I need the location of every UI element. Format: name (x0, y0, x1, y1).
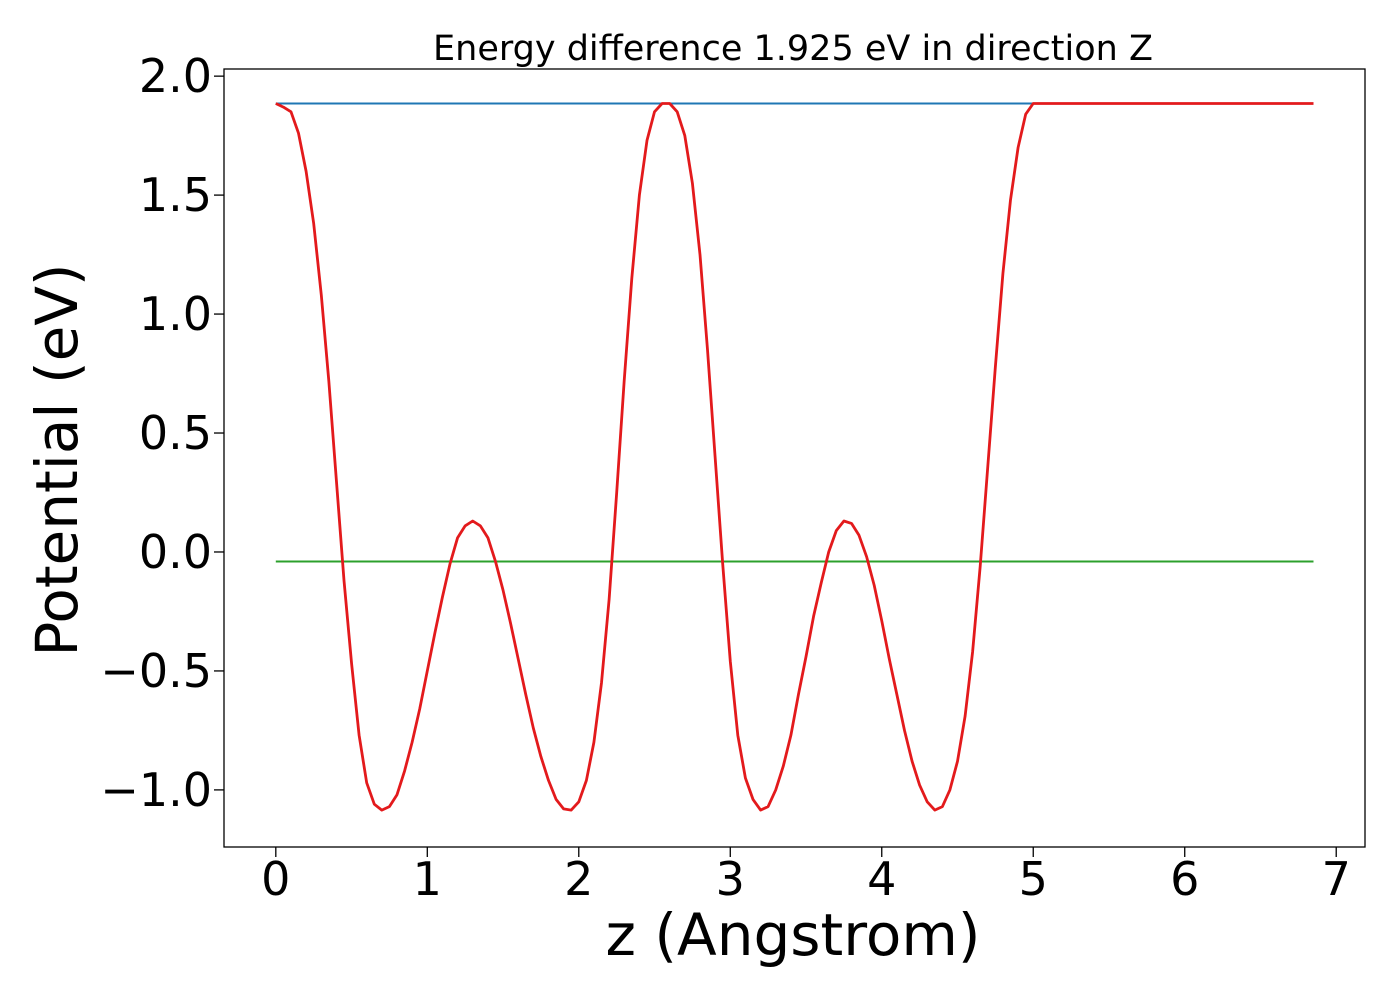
x-tick-label: 5 (1019, 852, 1048, 906)
x-axis-ticks: 0 1 2 3 4 5 6 7 (261, 847, 1351, 906)
y-tick-label: −1.0 (100, 763, 212, 817)
y-tick-label: 0.5 (139, 406, 212, 460)
x-tick-label: 3 (716, 852, 745, 906)
y-tick-label: −0.5 (100, 644, 212, 698)
y-tick-label: 1.5 (139, 168, 212, 222)
x-tick-label: 2 (564, 852, 593, 906)
series-line-3 (275, 102, 1314, 812)
y-tick-label: 0.0 (139, 525, 212, 579)
y-axis-ticks: −1.0 −0.5 0.0 0.5 1.0 1.5 2.0 (100, 49, 224, 817)
y-tick-label: 1.0 (139, 287, 212, 341)
plot-area (275, 102, 1314, 812)
x-tick-label: 0 (261, 852, 290, 906)
chart-title: Energy difference 1.925 eV in direction … (433, 29, 1153, 69)
x-tick-label: 7 (1322, 852, 1351, 906)
x-tick-label: 4 (867, 852, 896, 906)
y-axis-label: Potential (eV) (23, 263, 91, 656)
plot-frame (223, 68, 1366, 848)
x-tick-label: 6 (1170, 852, 1199, 906)
x-axis-label: z (Angstrom) (606, 901, 981, 969)
x-tick-label: 1 (413, 852, 442, 906)
y-tick-label: 2.0 (139, 49, 212, 103)
